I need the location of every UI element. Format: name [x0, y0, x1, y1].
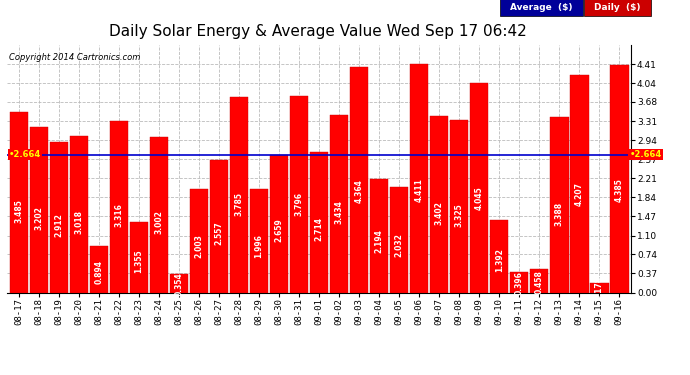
Text: 1.996: 1.996 [255, 234, 264, 258]
Text: 2.714: 2.714 [315, 217, 324, 241]
Text: 3.202: 3.202 [34, 206, 43, 230]
Bar [570, 75, 589, 292]
Bar [270, 155, 288, 292]
Text: 2.557: 2.557 [215, 221, 224, 245]
Text: 2.003: 2.003 [195, 234, 204, 258]
Text: 2.194: 2.194 [375, 230, 384, 254]
Bar [310, 152, 328, 292]
Text: Daily  ($): Daily ($) [594, 3, 641, 12]
Text: 4.207: 4.207 [575, 183, 584, 207]
Bar [350, 66, 368, 292]
Bar [50, 142, 68, 292]
Bar [410, 64, 428, 292]
Text: 0.354: 0.354 [175, 272, 184, 296]
Text: 0.894: 0.894 [95, 260, 103, 284]
Bar [250, 189, 268, 292]
Text: 4.385: 4.385 [615, 178, 624, 202]
Bar [610, 66, 629, 292]
Bar [490, 220, 509, 292]
Bar [110, 121, 128, 292]
Text: 4.045: 4.045 [475, 186, 484, 210]
Text: •2.664: •2.664 [9, 150, 41, 159]
Bar [90, 246, 108, 292]
Bar [470, 83, 489, 292]
Bar [370, 179, 388, 292]
Text: 2.659: 2.659 [275, 219, 284, 242]
Bar [430, 116, 448, 292]
Bar [10, 112, 28, 292]
Bar [510, 272, 529, 292]
Bar [30, 127, 48, 292]
Text: 0.396: 0.396 [515, 272, 524, 295]
Bar [70, 136, 88, 292]
Text: 4.411: 4.411 [415, 178, 424, 202]
Text: 2.912: 2.912 [55, 213, 63, 237]
Text: 1.355: 1.355 [135, 249, 144, 273]
Bar [150, 137, 168, 292]
Text: 3.785: 3.785 [235, 192, 244, 216]
Text: Daily Solar Energy & Average Value Wed Sep 17 06:42: Daily Solar Energy & Average Value Wed S… [108, 24, 526, 39]
Text: 3.325: 3.325 [455, 203, 464, 227]
Bar [170, 274, 188, 292]
Bar [550, 117, 569, 292]
Text: 3.018: 3.018 [75, 210, 83, 234]
Bar [590, 283, 609, 292]
Text: 3.316: 3.316 [115, 203, 124, 227]
Bar [450, 120, 469, 292]
Bar [210, 160, 228, 292]
Text: 1.392: 1.392 [495, 248, 504, 272]
Text: 3.402: 3.402 [435, 201, 444, 225]
Text: Copyright 2014 Cartronics.com: Copyright 2014 Cartronics.com [9, 53, 140, 62]
Bar [190, 189, 208, 292]
Text: 3.485: 3.485 [14, 200, 23, 223]
Bar [230, 96, 248, 292]
Bar [390, 187, 408, 292]
Text: 4.364: 4.364 [355, 179, 364, 203]
Text: •2.664: •2.664 [629, 150, 662, 159]
Text: 2.032: 2.032 [395, 233, 404, 257]
Bar [530, 269, 549, 292]
Bar [130, 222, 148, 292]
Text: 0.458: 0.458 [535, 270, 544, 294]
Text: 3.434: 3.434 [335, 201, 344, 224]
Bar [330, 115, 348, 292]
Bar [290, 96, 308, 292]
Text: 3.002: 3.002 [155, 211, 164, 234]
Text: 3.796: 3.796 [295, 192, 304, 216]
Text: 0.178: 0.178 [595, 276, 604, 300]
Text: Average  ($): Average ($) [511, 3, 573, 12]
Text: 3.388: 3.388 [555, 201, 564, 226]
